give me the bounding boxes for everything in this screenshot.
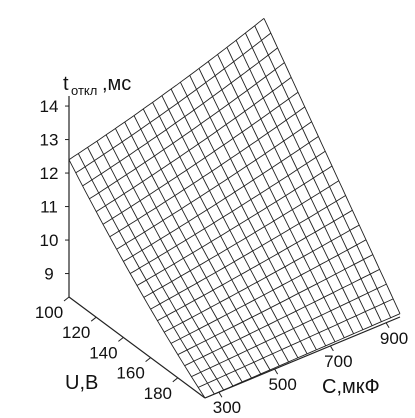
u-tick-mark (172, 377, 179, 383)
mesh-line-c (105, 134, 243, 383)
mesh-line-c (235, 40, 373, 326)
surface-mesh (68, 18, 401, 399)
c-tick-label: 900 (380, 329, 408, 348)
u-axis-label: U,B (65, 372, 98, 394)
mesh-line-c (142, 108, 280, 367)
mesh-line-u (109, 106, 306, 238)
mesh-line-u (82, 47, 278, 187)
mesh-line-c (68, 159, 206, 399)
mesh-line-u (177, 254, 374, 356)
mesh-line-c (263, 18, 401, 314)
c-tick-mark (274, 368, 279, 375)
mesh-line-c (152, 102, 289, 363)
mesh-line-u (75, 32, 272, 174)
mesh-line-u (170, 239, 367, 344)
mesh-line-u (102, 91, 299, 225)
mesh-line-c (179, 82, 317, 351)
z-tick-label: 12 (40, 164, 59, 183)
mesh-line-u (191, 283, 387, 378)
u-tick-label: 100 (35, 303, 63, 322)
mesh-line-c (217, 54, 355, 334)
mesh-line-c (198, 68, 336, 343)
mesh-line-u (143, 180, 340, 298)
c-tick-mark (385, 322, 390, 329)
u-tick-label: 140 (89, 343, 117, 362)
mesh-line-u (89, 62, 285, 200)
mesh-line-u (123, 136, 319, 262)
u-tick-label: 180 (144, 384, 172, 403)
c-axis-line (204, 316, 401, 399)
z-axis-label-unit: ,мс (102, 73, 131, 95)
c-axis-label: C,мкФ (322, 376, 380, 398)
z-axis-label-sub: откл (71, 83, 97, 98)
mesh-line-c (170, 88, 308, 355)
mesh-line-u (95, 77, 292, 212)
mesh-line-u (184, 268, 380, 367)
mesh-line-c (96, 140, 234, 387)
u-tick-mark (145, 357, 151, 362)
mesh-line-c (124, 121, 262, 375)
z-tick-label: 9 (44, 265, 53, 284)
mesh-line-c (189, 75, 327, 347)
c-tick-label: 300 (213, 398, 241, 417)
c-tick-label: 700 (324, 352, 352, 371)
mesh-line-u (157, 209, 353, 322)
z-tick-label: 13 (40, 131, 59, 150)
mesh-line-c (161, 95, 299, 359)
mesh-line-c (226, 47, 364, 330)
mesh-line-u (136, 165, 333, 286)
z-tick-label: 11 (40, 198, 58, 217)
chart-axes (68, 96, 401, 399)
mesh-line-u (204, 313, 401, 399)
c-tick-mark (218, 391, 223, 398)
u-axis-line (68, 296, 206, 399)
u-tick-mark (63, 296, 70, 302)
z-tick-label: 14 (40, 97, 59, 116)
z-axis-label-main: t (63, 73, 69, 95)
u-tick-label: 160 (116, 364, 144, 383)
mesh-line-u (129, 150, 326, 274)
mesh-line-u (198, 298, 394, 388)
mesh-line-c (207, 61, 345, 339)
mesh-line-c (114, 128, 252, 379)
z-tick-label: 10 (40, 231, 59, 250)
u-tick-mark (118, 337, 124, 342)
mesh-line-u (68, 18, 265, 161)
mesh-line-c (254, 25, 392, 318)
u-tick-label: 120 (62, 323, 90, 342)
c-tick-label: 500 (268, 375, 296, 394)
mesh-line-c (77, 153, 215, 395)
mesh-line-u (116, 121, 312, 250)
u-tick-mark (90, 316, 97, 322)
c-tick-mark (329, 345, 334, 352)
mesh-line-c (133, 115, 271, 371)
mesh-line-c (87, 147, 224, 391)
mesh-line-u (150, 195, 346, 310)
axis-labels: t откл ,мс U,B C,мкФ (63, 73, 380, 398)
mesh-line-c (244, 32, 382, 322)
mesh-line-u (163, 224, 360, 333)
